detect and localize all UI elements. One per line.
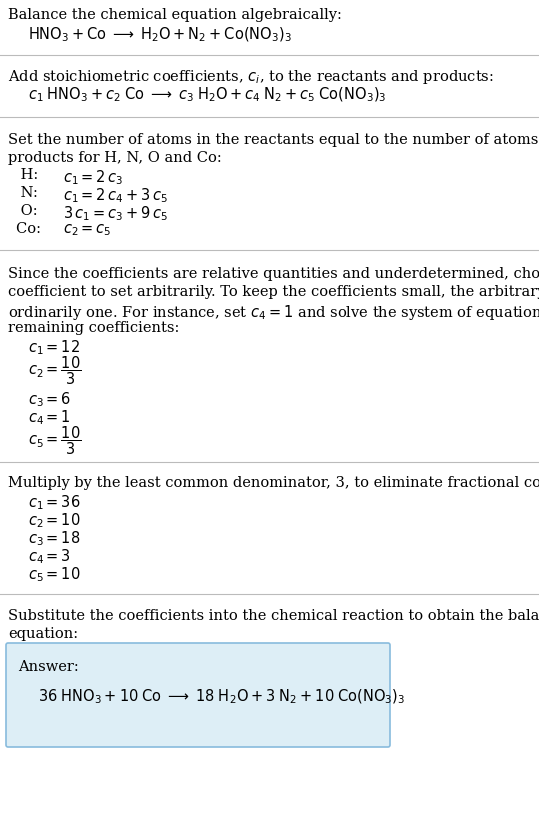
Text: $c_4 = 3$: $c_4 = 3$ (28, 547, 71, 566)
Text: remaining coefficients:: remaining coefficients: (8, 321, 179, 335)
Text: Multiply by the least common denominator, 3, to eliminate fractional coefficient: Multiply by the least common denominator… (8, 476, 539, 490)
Text: $c_5 = \dfrac{10}{3}$: $c_5 = \dfrac{10}{3}$ (28, 424, 81, 456)
Text: Substitute the coefficients into the chemical reaction to obtain the balanced: Substitute the coefficients into the che… (8, 609, 539, 623)
Text: equation:: equation: (8, 627, 78, 641)
Text: Answer:: Answer: (18, 660, 79, 674)
Text: $36\;\mathrm{HNO_3} + 10\;\mathrm{Co}\;\longrightarrow\;18\;\mathrm{H_2O} + 3\;\: $36\;\mathrm{HNO_3} + 10\;\mathrm{Co}\;\… (38, 688, 405, 706)
Text: O:: O: (16, 204, 47, 218)
Text: $c_5 = 10$: $c_5 = 10$ (28, 565, 81, 584)
FancyBboxPatch shape (6, 643, 390, 747)
Text: coefficient to set arbitrarily. To keep the coefficients small, the arbitrary va: coefficient to set arbitrarily. To keep … (8, 285, 539, 299)
Text: $c_2 = c_5$: $c_2 = c_5$ (63, 222, 112, 238)
Text: ordinarily one. For instance, set $c_4 = 1$ and solve the system of equations fo: ordinarily one. For instance, set $c_4 =… (8, 303, 539, 322)
Text: H:: H: (16, 168, 47, 182)
Text: $c_1 = 2\,c_3$: $c_1 = 2\,c_3$ (63, 168, 123, 187)
Text: Co:: Co: (16, 222, 50, 236)
Text: $c_2 = \dfrac{10}{3}$: $c_2 = \dfrac{10}{3}$ (28, 354, 81, 386)
Text: $c_1 = 2\,c_4 + 3\,c_5$: $c_1 = 2\,c_4 + 3\,c_5$ (63, 186, 168, 205)
Text: products for H, N, O and Co:: products for H, N, O and Co: (8, 151, 222, 165)
Text: $c_1 = 36$: $c_1 = 36$ (28, 493, 81, 512)
Text: $c_1 = 12$: $c_1 = 12$ (28, 338, 80, 357)
Text: $3\,c_1 = c_3 + 9\,c_5$: $3\,c_1 = c_3 + 9\,c_5$ (63, 204, 168, 223)
Text: $c_3 = 6$: $c_3 = 6$ (28, 390, 71, 409)
Text: Since the coefficients are relative quantities and underdetermined, choose a: Since the coefficients are relative quan… (8, 267, 539, 281)
Text: $c_4 = 1$: $c_4 = 1$ (28, 408, 71, 427)
Text: Balance the chemical equation algebraically:: Balance the chemical equation algebraica… (8, 8, 342, 22)
Text: $\mathrm{HNO_3 + Co}\;\longrightarrow\;\mathrm{H_2O + N_2 + Co(NO_3)_3}$: $\mathrm{HNO_3 + Co}\;\longrightarrow\;\… (28, 26, 292, 44)
Text: N:: N: (16, 186, 47, 200)
Text: $c_3 = 18$: $c_3 = 18$ (28, 529, 80, 547)
Text: $c_1\;\mathrm{HNO_3} + c_2\;\mathrm{Co}\;\longrightarrow\;c_3\;\mathrm{H_2O} + c: $c_1\;\mathrm{HNO_3} + c_2\;\mathrm{Co}\… (28, 86, 386, 104)
Text: Set the number of atoms in the reactants equal to the number of atoms in the: Set the number of atoms in the reactants… (8, 133, 539, 147)
Text: Add stoichiometric coefficients, $c_i$, to the reactants and products:: Add stoichiometric coefficients, $c_i$, … (8, 68, 494, 86)
Text: $c_2 = 10$: $c_2 = 10$ (28, 511, 81, 529)
